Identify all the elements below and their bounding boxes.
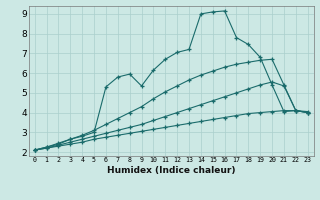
X-axis label: Humidex (Indice chaleur): Humidex (Indice chaleur) bbox=[107, 166, 236, 175]
